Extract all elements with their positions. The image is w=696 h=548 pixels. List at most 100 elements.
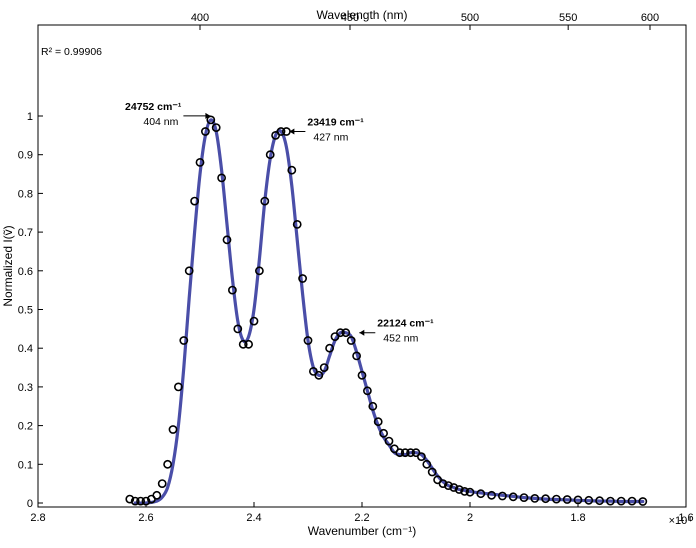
y-tick-label: 0.1 <box>18 459 33 471</box>
data-point <box>179 336 189 345</box>
top-tick-label: 550 <box>559 12 577 24</box>
x-tick-label: 2.4 <box>246 512 261 524</box>
x-tick-label: 2.2 <box>354 512 369 524</box>
fit-series <box>133 118 645 505</box>
data-point <box>190 196 199 206</box>
data-point <box>173 382 183 392</box>
data-point <box>487 490 496 500</box>
axis-ticks: 2.8 2.6 2.4 2.2 2 1.8 1.6 0 0.1 0.2 0.3 0.4 0.5 0.6 0.… <box>18 12 694 524</box>
data-point <box>319 363 329 372</box>
data-point <box>406 448 415 458</box>
data-point <box>368 401 378 411</box>
x-tick-label: 1.8 <box>570 512 585 524</box>
y-tick-label: 0.6 <box>18 266 33 278</box>
data-point <box>606 496 615 506</box>
data-point <box>141 496 151 506</box>
data-point <box>422 459 432 469</box>
data-point <box>465 487 475 497</box>
x-tick-label: 1.6 <box>678 512 693 524</box>
data-point <box>352 351 361 361</box>
data-point <box>249 316 259 326</box>
data-point <box>379 428 388 438</box>
data-point <box>260 196 270 206</box>
data-point <box>573 495 583 505</box>
y-tick-label: 0.3 <box>18 382 33 394</box>
data-point <box>335 328 345 338</box>
data-point <box>265 150 275 160</box>
x-multiplier-label: ×10⁴ <box>669 515 693 527</box>
y-tick-label: 0.4 <box>18 343 33 355</box>
data-point <box>184 266 194 276</box>
data-point <box>395 448 405 458</box>
data-point <box>206 115 216 125</box>
data-point <box>298 274 307 283</box>
y-tick-label: 0.5 <box>18 305 33 317</box>
data-point <box>233 324 243 334</box>
top-axis-title: Wavelength (nm) <box>317 8 408 22</box>
data-point <box>244 339 253 349</box>
top-tick-label: 450 <box>341 12 359 24</box>
data-point <box>152 490 162 500</box>
data-point <box>325 343 334 353</box>
data-point <box>449 483 459 492</box>
annotation-label: 24752 cm⁻¹ <box>125 101 182 113</box>
measured-series <box>125 115 648 506</box>
r-squared-label: R² = 0.99906 <box>41 46 102 58</box>
annotation-label: 22124 cm⁻¹ <box>377 318 434 330</box>
annotation-arrowhead <box>359 329 365 336</box>
y-tick-label: 1 <box>27 111 33 123</box>
annotation-sublabel: 404 nm <box>143 116 178 128</box>
data-point <box>346 336 356 345</box>
data-point <box>314 370 324 380</box>
data-point <box>200 127 210 136</box>
data-point <box>508 492 518 502</box>
fit-line <box>133 118 645 505</box>
data-point <box>584 495 594 505</box>
x-tick-label: 2.8 <box>30 512 45 524</box>
top-tick-label: 500 <box>461 12 479 24</box>
data-point <box>530 493 540 503</box>
data-point <box>460 486 469 496</box>
data-point <box>373 417 383 427</box>
data-point <box>616 496 626 506</box>
y-tick-label: 0.2 <box>18 421 33 433</box>
data-point <box>362 386 372 396</box>
y-tick-label: 0 <box>27 498 33 510</box>
data-point <box>238 339 248 349</box>
x-tick-label: 2 <box>467 512 473 524</box>
data-point <box>476 489 486 499</box>
y-tick-label: 0.7 <box>18 227 33 239</box>
data-point <box>168 425 178 434</box>
data-point <box>217 173 226 183</box>
data-point <box>130 496 140 506</box>
data-point <box>222 235 232 245</box>
data-point <box>454 485 464 494</box>
y-tick-label: 0.8 <box>18 188 33 200</box>
data-point <box>443 481 453 490</box>
data-point <box>303 336 313 345</box>
x-tick-label: 2.6 <box>138 512 153 524</box>
data-point <box>276 127 286 136</box>
annotation-arrowhead <box>289 128 295 135</box>
top-tick-label: 600 <box>641 12 659 24</box>
data-point <box>497 491 507 501</box>
data-point <box>157 479 167 488</box>
data-point <box>519 493 529 502</box>
data-point <box>400 448 410 458</box>
data-point <box>416 452 426 461</box>
data-point <box>627 496 637 506</box>
annotation-arrowhead <box>205 112 211 119</box>
data-point <box>562 495 572 504</box>
data-point <box>638 497 648 506</box>
data-point <box>552 494 561 504</box>
data-point <box>384 436 394 446</box>
data-point <box>595 496 604 506</box>
top-tick-label: 400 <box>191 12 209 24</box>
data-point <box>292 219 302 229</box>
data-point <box>427 467 437 477</box>
data-point <box>541 494 550 504</box>
data-point <box>125 494 135 504</box>
plot-area-frame <box>37 24 687 508</box>
annotation-sublabel: 427 nm <box>313 131 348 143</box>
